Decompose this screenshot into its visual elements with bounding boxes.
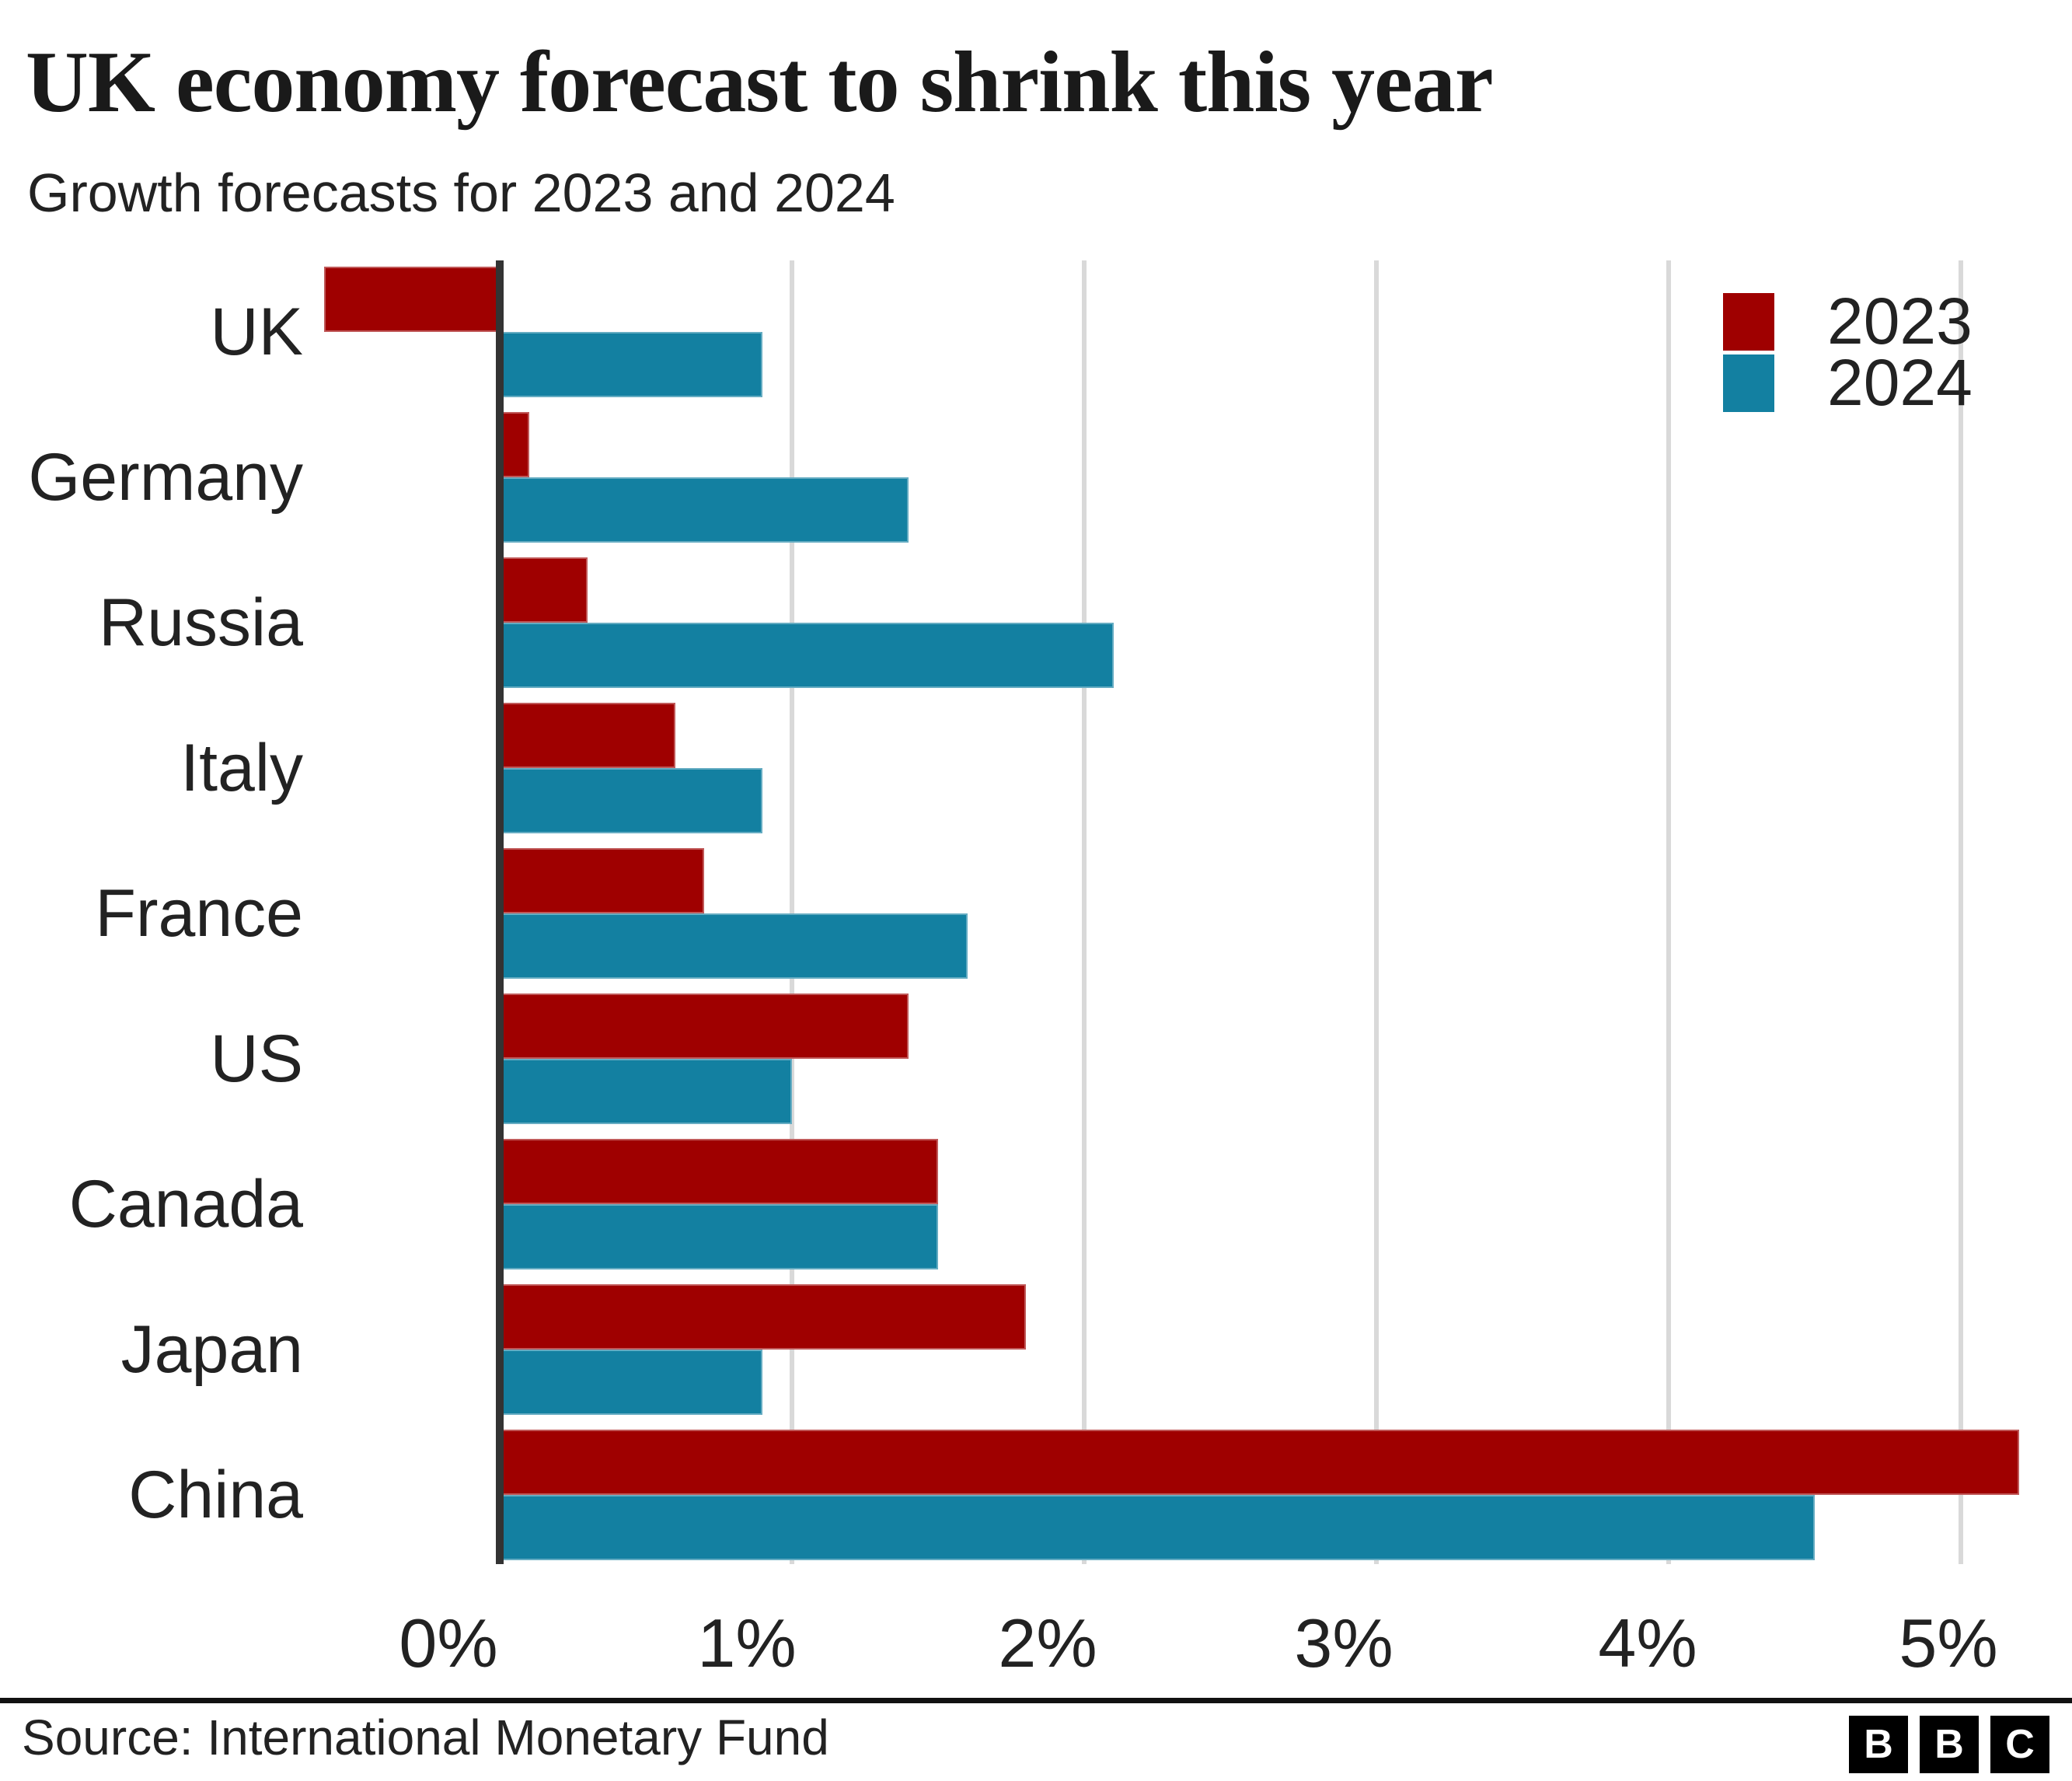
bar-uk-2024	[500, 332, 763, 397]
zero-axis-line	[496, 260, 504, 1564]
source-text: Source: International Monetary Fund	[22, 1709, 829, 1765]
bar-uk-2023	[324, 267, 500, 332]
bar-us-2023	[500, 994, 909, 1059]
legend-label-2024: 2024	[1827, 346, 1973, 419]
bar-japan-2023	[500, 1284, 1026, 1350]
gridline-1%	[790, 260, 794, 1564]
bbc-logo: B B C	[1849, 1716, 2049, 1773]
bbc-logo-letter: B	[1849, 1716, 1908, 1773]
row-label-japan: Japan	[120, 1311, 303, 1387]
bar-us-2024	[500, 1059, 792, 1124]
row-label-france: France	[95, 875, 303, 951]
row-label-germany: Germany	[28, 439, 303, 515]
row-label-italy: Italy	[180, 730, 303, 805]
x-tick-4%: 4%	[1598, 1605, 1697, 1681]
x-tick-3%: 3%	[1294, 1605, 1394, 1681]
bar-china-2024	[500, 1495, 1815, 1560]
bar-canada-2024	[500, 1204, 938, 1269]
page-title: UK economy forecast to shrink this year	[26, 34, 1494, 131]
legend-item-2023: 2023	[1723, 284, 1973, 359]
row-label-russia: Russia	[99, 585, 303, 660]
bar-canada-2023	[500, 1139, 938, 1204]
bar-russia-2023	[500, 557, 588, 623]
x-tick-5%: 5%	[1899, 1605, 1998, 1681]
bar-italy-2024	[500, 768, 763, 833]
bar-china-2023	[500, 1430, 2020, 1495]
bar-japan-2024	[500, 1350, 763, 1415]
bbc-logo-letter: C	[1990, 1716, 2049, 1773]
row-label-us: US	[210, 1021, 303, 1096]
gridline-3%	[1374, 260, 1379, 1564]
x-tick-1%: 1%	[697, 1605, 797, 1681]
row-label-china: China	[128, 1457, 303, 1532]
x-tick-2%: 2%	[998, 1605, 1097, 1681]
bar-france-2024	[500, 913, 968, 979]
bar-italy-2023	[500, 703, 675, 768]
x-tick-0%: 0%	[399, 1605, 498, 1681]
legend-swatch-2024	[1723, 354, 1774, 412]
bar-germany-2023	[500, 412, 529, 477]
gridline-2%	[1082, 260, 1087, 1564]
bar-france-2023	[500, 848, 705, 913]
legend-swatch-2023	[1723, 292, 1774, 351]
legend-item-2024: 2024	[1723, 345, 1973, 421]
gridline-4%	[1666, 260, 1671, 1564]
bbc-logo-letter: B	[1920, 1716, 1979, 1773]
row-label-uk: UK	[210, 294, 303, 369]
bar-germany-2024	[500, 477, 909, 543]
legend-label-2023: 2023	[1827, 285, 1973, 358]
footer-divider	[0, 1698, 2072, 1703]
bar-russia-2024	[500, 623, 1114, 688]
chart-subtitle: Growth forecasts for 2023 and 2024	[27, 162, 895, 223]
gridline-5%	[1959, 260, 1963, 1564]
row-label-canada: Canada	[68, 1166, 303, 1241]
